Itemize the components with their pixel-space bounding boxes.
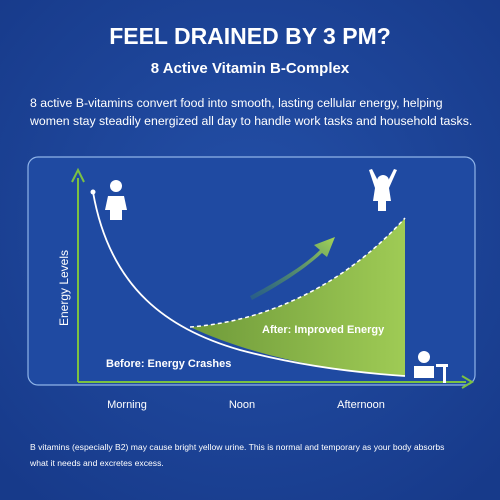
title: FEEL DRAINED BY 3 PM? [109,23,391,49]
before-label: Before: Energy Crashes [106,358,231,370]
tired-woman-icon [105,180,127,220]
curve-start [90,189,96,195]
desk-woman-icon [414,351,448,383]
x-arrow [461,375,474,389]
footnote-line: B vitamins (especially B2) may cause bri… [30,442,444,452]
energized-woman-icon [369,169,397,211]
subtitle: 8 Active Vitamin B-Complex [151,60,350,77]
y-arrow [71,167,85,183]
improved-area [190,218,405,376]
y-label: Energy Levels [57,250,71,326]
crash-curve [92,191,406,377]
x-label: Morning [107,399,147,411]
description-line: 8 active B-vitamins convert food into sm… [30,96,443,110]
x-label: Afternoon [337,399,385,411]
improved-curve [189,217,406,328]
description-line: women stay steadily energized all day to… [29,114,472,128]
rise-arrow [250,237,335,300]
after-label: After: Improved Energy [262,324,385,336]
footnote-line: what it needs and excretes excess. [29,458,164,468]
x-label: Noon [229,399,255,411]
